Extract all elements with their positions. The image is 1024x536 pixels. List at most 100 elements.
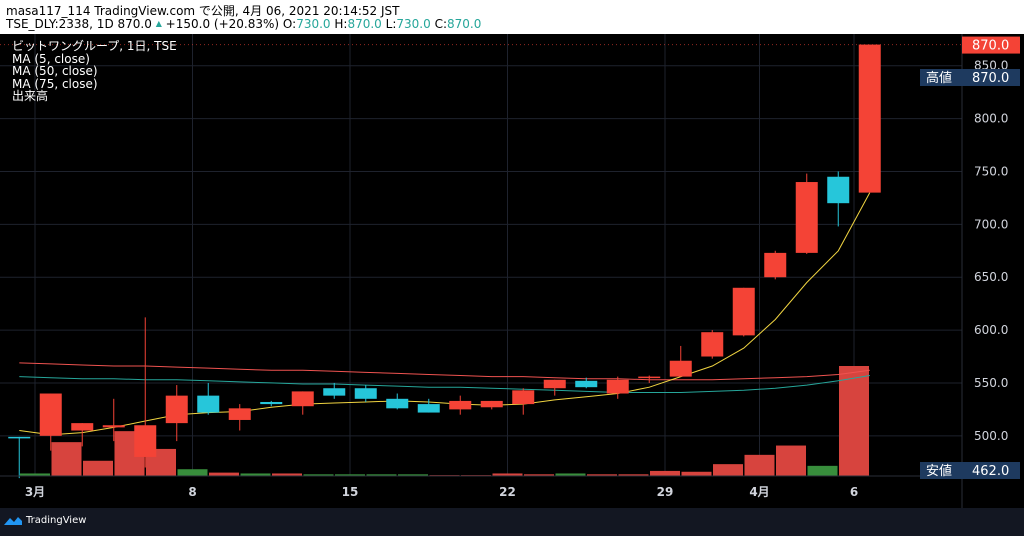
volume-bar — [51, 442, 82, 476]
volume-bar — [303, 474, 334, 476]
candle-body — [417, 404, 440, 413]
legend-title: ビットワングループ, 1日, TSE — [12, 39, 177, 53]
y-tick-label: 500.0 — [974, 429, 1008, 443]
candle-body — [480, 400, 503, 408]
volume-bar — [272, 473, 302, 476]
candle-body — [228, 408, 251, 420]
candle-body — [732, 287, 755, 336]
grid — [0, 34, 962, 476]
candle-body — [197, 395, 220, 413]
volume-bar — [335, 474, 365, 476]
volume-bar — [83, 460, 113, 476]
volume-bar — [587, 474, 617, 476]
volume-bars — [20, 366, 869, 477]
candle-body — [449, 400, 472, 410]
time-axis[interactable]: 3月 8 15 22 29 4月 6 — [0, 475, 962, 499]
low-label-box — [920, 462, 1020, 479]
up-arrow-icon: ▲ — [155, 19, 162, 28]
candle-body — [323, 388, 346, 396]
ohlc-line: TSE_DLY:2338, 1D 870.0 ▲ +150.0 (+20.83%… — [6, 17, 481, 31]
legend-ma5[interactable]: MA (5, close) — [12, 51, 90, 66]
low-value: 730.0 — [396, 17, 431, 31]
volume-bar — [177, 469, 208, 476]
legend-ma50[interactable]: MA (50, close) — [12, 64, 98, 78]
current-price-value: 870.0 — [972, 39, 1009, 54]
change-value: +150.0 (+20.83%) — [165, 17, 280, 31]
candle-body — [386, 398, 409, 409]
y-tick-label: 750.0 — [974, 164, 1008, 178]
y-tick-label: 650.0 — [974, 270, 1008, 284]
open-value: 730.0 — [296, 17, 331, 31]
volume-bar — [807, 465, 838, 476]
volume-bar — [366, 474, 397, 476]
candle-body — [543, 379, 566, 389]
candle-body — [575, 380, 598, 388]
high-label: H: — [334, 17, 348, 31]
legend-ma75[interactable]: MA (75, close) — [12, 76, 98, 91]
chart-legend: ビットワングループ, 1日, TSE MA (5, close) MA (50,… — [12, 40, 177, 103]
price-chart[interactable]: 500.0550.0600.0650.0700.0750.0800.0850.0… — [0, 34, 1024, 508]
candle-body — [291, 391, 314, 407]
candle-body — [102, 425, 125, 428]
candle-body — [134, 425, 157, 457]
candle-body — [260, 401, 283, 405]
volume-bar — [492, 473, 523, 476]
low-label: L: — [385, 17, 397, 31]
open-label: O: — [282, 17, 297, 31]
candle-body — [638, 376, 661, 379]
high-label-box — [920, 69, 1020, 86]
candle-body — [827, 176, 850, 204]
price-labels: 高値 870.0 870.0 安値 462.0 — [0, 36, 1020, 479]
volume-bar — [20, 473, 50, 476]
volume-bar — [240, 473, 271, 476]
volume-bar — [398, 474, 428, 476]
candle-body — [606, 379, 629, 394]
brand-logo[interactable]: TradingView — [4, 515, 86, 526]
volume-bar — [209, 472, 239, 476]
x-tick-label: 3月 — [25, 485, 45, 499]
footer: TradingView — [0, 508, 1024, 536]
volume-bar — [524, 474, 554, 476]
candle-body — [795, 182, 818, 253]
volume-bar — [555, 473, 586, 476]
candle-body — [8, 436, 31, 439]
legend-volume[interactable]: 出来高 — [12, 89, 49, 103]
candle-body — [512, 390, 535, 405]
close-label: C: — [434, 17, 447, 31]
x-tick-label: 15 — [342, 485, 359, 499]
candle-body — [764, 252, 787, 278]
low-label-value: 462.0 — [972, 464, 1009, 479]
moving-averages — [19, 192, 871, 436]
y-tick-label: 550.0 — [974, 376, 1008, 390]
candle-body — [71, 423, 94, 431]
volume-bar — [839, 366, 869, 476]
y-tick-label: 800.0 — [974, 112, 1008, 126]
high-label-value: 870.0 — [972, 71, 1009, 86]
high-label-text: 高値 — [926, 70, 952, 86]
volume-bar — [618, 474, 649, 476]
chart-header: masa117_114 TradingView.com で公開, 4月 06, … — [0, 0, 1024, 34]
candle-body — [701, 332, 724, 357]
volume-bar — [776, 445, 806, 476]
volume-bar — [681, 471, 712, 476]
x-tick-label: 22 — [499, 485, 516, 499]
low-label-text: 安値 — [926, 463, 952, 479]
ma75-line — [19, 362, 870, 381]
close-value: 870.0 — [446, 17, 482, 31]
x-tick-label: 4月 — [749, 485, 769, 499]
volume-bar — [713, 464, 743, 476]
candles — [8, 44, 881, 479]
candle-body — [165, 395, 188, 424]
x-tick-label: 29 — [657, 485, 674, 499]
candle-body — [858, 44, 881, 193]
ma50-line — [19, 375, 870, 393]
volume-bar — [650, 470, 680, 476]
brand-name: TradingView — [26, 515, 87, 526]
y-tick-label: 600.0 — [974, 323, 1008, 337]
high-value: 870.0 — [347, 17, 382, 31]
publish-info: masa117_114 TradingView.com で公開, 4月 06, … — [6, 4, 400, 18]
candle-body — [354, 388, 377, 399]
ma5-line — [19, 192, 871, 436]
